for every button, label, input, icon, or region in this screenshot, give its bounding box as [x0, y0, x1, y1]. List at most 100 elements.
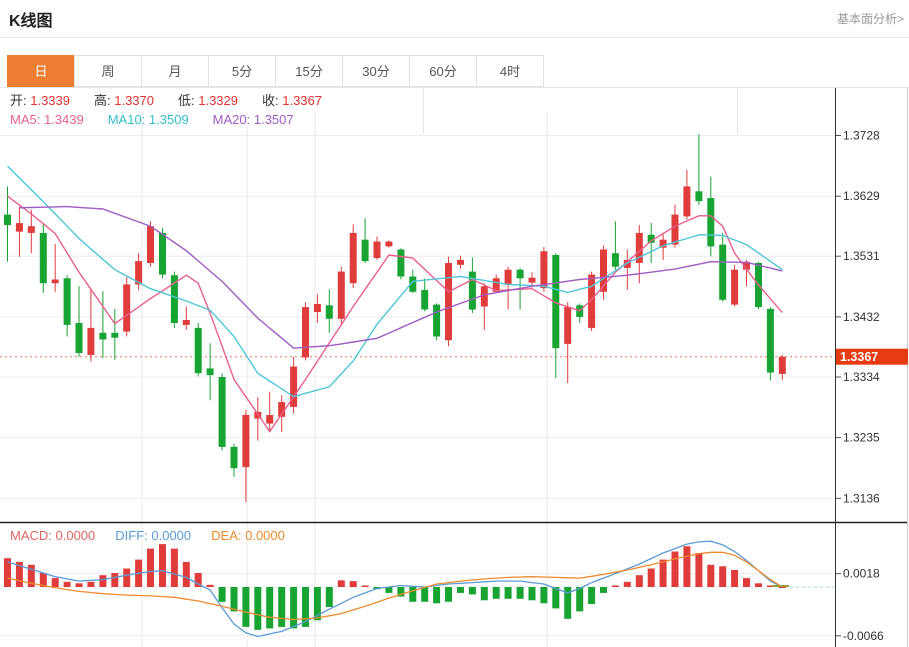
tab-5分[interactable]: 5分: [208, 55, 276, 87]
tab-15分[interactable]: 15分: [275, 55, 343, 87]
macd-histogram-bar: [337, 580, 345, 587]
candle-body: [766, 308, 774, 373]
price-axis-label: 1.3531: [843, 249, 880, 263]
candle-body: [552, 255, 560, 349]
candle-body: [194, 327, 202, 374]
info-value: 1.3329: [194, 93, 238, 108]
candle-body: [135, 261, 143, 285]
macd-histogram-bar: [194, 573, 202, 587]
macd-histogram-bar: [75, 583, 83, 587]
macd-histogram-bar: [564, 587, 572, 619]
macd-histogram-bar: [635, 575, 643, 587]
macd-histogram-bar: [51, 578, 59, 587]
ma-row: MA5: 1.3439 MA10: 1.3509 MA20: 1.3507: [10, 110, 830, 129]
tab-4时[interactable]: 4时: [476, 55, 544, 87]
macd-histogram-bar: [778, 587, 786, 588]
macd-histogram-bar: [63, 581, 71, 587]
macd-histogram-bar: [516, 587, 524, 599]
candle-body: [778, 356, 786, 374]
candle-body: [242, 415, 250, 468]
info-value: 0.0000: [147, 528, 192, 543]
candle-body: [409, 276, 417, 292]
candle-body: [99, 332, 107, 340]
tab-月[interactable]: 月: [141, 55, 209, 87]
macd-histogram-bar: [504, 587, 512, 599]
macd-histogram-bar: [111, 573, 119, 587]
candle-body: [111, 332, 119, 338]
macd-histogram-bar: [683, 546, 691, 587]
macd-dea-line: [7, 551, 783, 621]
info-value: 0.0000: [51, 528, 96, 543]
info-group: MACD: 0.0000: [10, 528, 95, 543]
info-label: 开:: [10, 93, 27, 108]
macd-histogram-bar: [182, 561, 190, 587]
tab-30分[interactable]: 30分: [342, 55, 410, 87]
ma-line-ma20: [19, 205, 783, 349]
macd-histogram-bar: [87, 581, 95, 587]
info-label: 低:: [178, 93, 195, 108]
candle-body: [182, 320, 190, 325]
macd-histogram-bar: [39, 573, 47, 587]
candle-body: [707, 198, 715, 247]
price-axis-label: 1.3235: [843, 431, 880, 445]
candle-body: [349, 232, 357, 284]
candle-body: [230, 446, 238, 469]
macd-histogram-bar: [123, 568, 131, 587]
macd-histogram-bar: [480, 587, 488, 601]
ma-line-ma10: [7, 165, 783, 398]
fundamental-analysis-link[interactable]: 基本面分析>: [836, 12, 904, 26]
macd-histogram-bar: [278, 587, 286, 627]
current-price-badge: [836, 348, 908, 365]
candle-body: [433, 304, 441, 337]
candle-body: [159, 232, 166, 275]
info-group: 高: 1.3370: [94, 93, 154, 108]
page-title: K线图: [9, 13, 53, 30]
candle-body: [4, 214, 11, 225]
price-axis-label: 1.3432: [843, 310, 880, 324]
candle-body: [683, 186, 691, 217]
candle-body: [647, 234, 655, 243]
info-value: 1.3339: [26, 93, 70, 108]
macd-histogram-bar: [147, 548, 154, 587]
candle-body: [373, 241, 381, 258]
price-axis-label: 1.3728: [843, 129, 880, 143]
tab-日[interactable]: 日: [7, 55, 75, 87]
macd-diff-line: [7, 540, 783, 638]
tab-周[interactable]: 周: [74, 55, 142, 87]
macd-histogram-bar: [159, 544, 166, 587]
price-axis-label: 1.3136: [843, 491, 880, 505]
macd-histogram-bar: [576, 587, 584, 612]
macd-axis-label: -0.0066: [843, 629, 884, 643]
candle-body: [325, 305, 333, 319]
macd-histogram-bar: [433, 587, 441, 604]
candle-body: [671, 214, 679, 245]
macd-histogram-bar: [361, 585, 369, 587]
info-group: 开: 1.3339: [10, 93, 70, 108]
macd-histogram-bar: [385, 587, 393, 593]
tab-60分[interactable]: 60分: [409, 55, 477, 87]
macd-histogram-bar: [99, 575, 107, 587]
macd-histogram-bar: [421, 587, 429, 602]
macd-histogram-bar: [349, 581, 357, 587]
info-divider-2: [737, 88, 738, 134]
candle-body: [170, 275, 178, 323]
macd-histogram-bar: [325, 587, 333, 607]
info-group: 低: 1.3329: [178, 93, 238, 108]
macd-histogram-bar: [671, 551, 679, 587]
macd-histogram-bar: [707, 564, 715, 587]
macd-histogram-bar: [731, 570, 739, 587]
candle-body: [39, 232, 47, 284]
macd-histogram-bar: [170, 548, 178, 587]
candle-body: [278, 402, 286, 417]
macd-histogram-bar: [397, 587, 405, 597]
candle-body: [695, 191, 703, 202]
candle-body: [87, 327, 95, 355]
candle-body: [206, 368, 214, 376]
macd-histogram-bar: [15, 561, 23, 587]
macd-histogram-bar: [468, 587, 476, 595]
candle-body: [492, 278, 500, 292]
candle-body: [313, 304, 321, 312]
candle-body: [731, 269, 739, 305]
